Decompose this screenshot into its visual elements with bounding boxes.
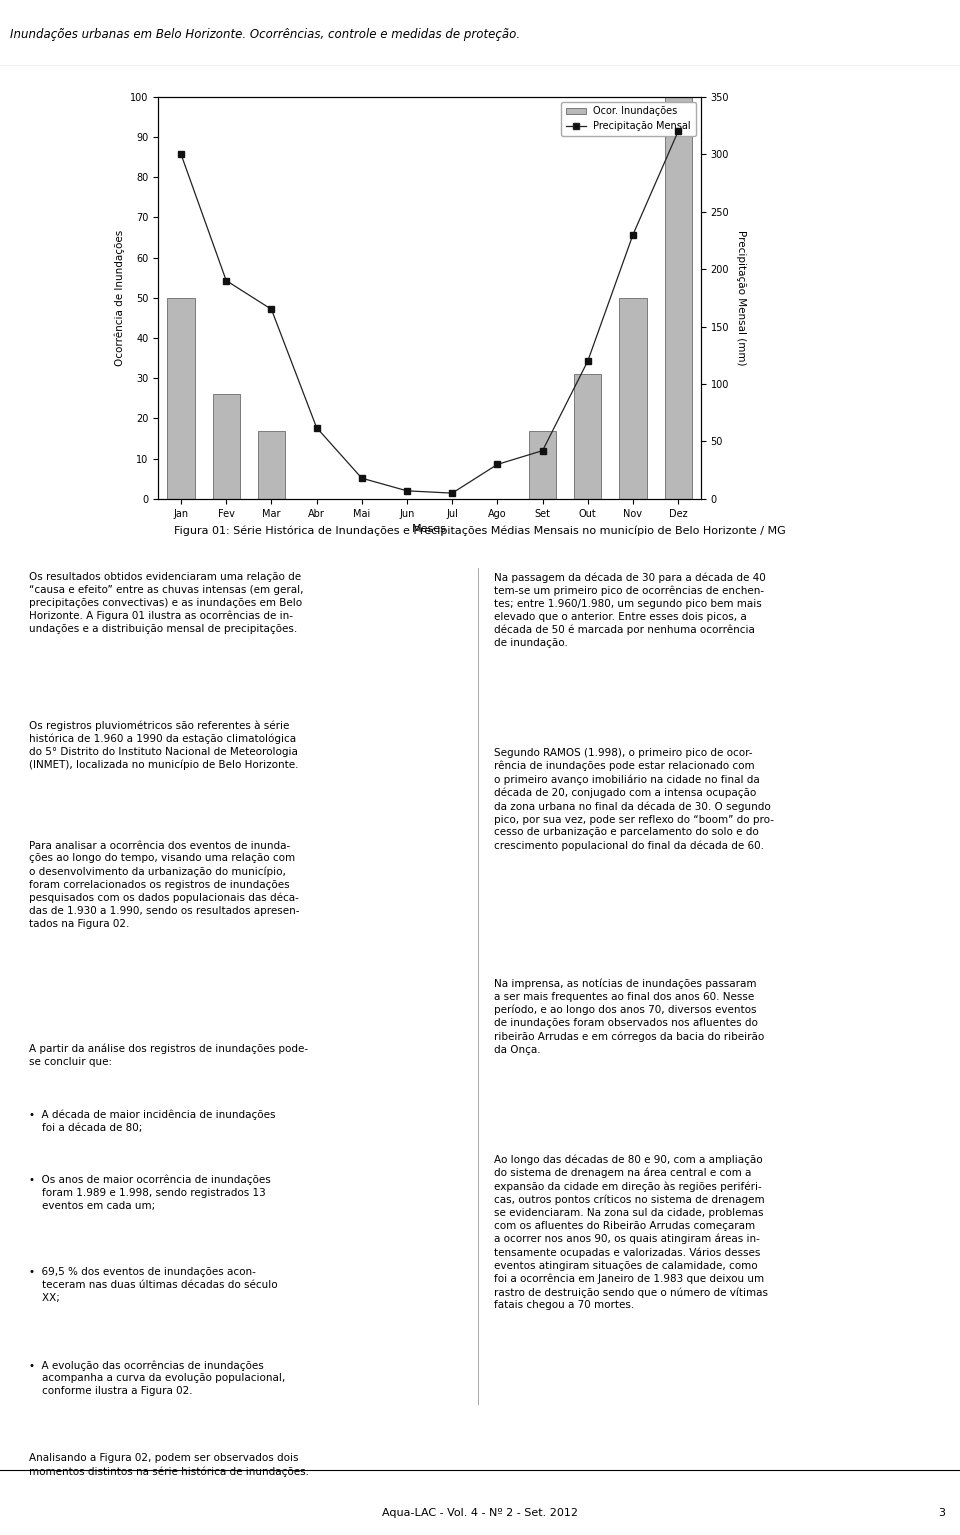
Text: Na passagem da década de 30 para a década de 40
tem-se um primeiro pico de ocorr: Na passagem da década de 30 para a décad… [494, 573, 766, 648]
Text: Os resultados obtidos evidenciaram uma relação de
“causa e efeito” entre as chuv: Os resultados obtidos evidenciaram uma r… [29, 573, 303, 634]
Text: Os registros pluviométricos são referentes à série
histórica de 1.960 a 1990 da : Os registros pluviométricos são referent… [29, 720, 299, 771]
Text: Analisando a Figura 02, podem ser observados dois
momentos distintos na série hi: Analisando a Figura 02, podem ser observ… [29, 1454, 309, 1477]
Text: Para analisar a ocorrência dos eventos de inunda-
ções ao longo do tempo, visand: Para analisar a ocorrência dos eventos d… [29, 841, 300, 929]
Bar [258, 430, 285, 499]
Text: 3: 3 [939, 1507, 946, 1518]
Text: Aqua-LAC - Vol. 4 - Nº 2 - Set. 2012: Aqua-LAC - Vol. 4 - Nº 2 - Set. 2012 [382, 1507, 578, 1518]
Text: A partir da análise dos registros de inundações pode-
se concluir que:: A partir da análise dos registros de inu… [29, 1044, 308, 1067]
Text: •  A década de maior incidência de inundações
    foi a década de 80;: • A década de maior incidência de inunda… [29, 1110, 276, 1133]
Text: •  Os anos de maior ocorrência de inundações
    foram 1.989 e 1.998, sendo regi: • Os anos de maior ocorrência de inundaç… [29, 1174, 271, 1211]
Y-axis label: Ocorrência de Inundações: Ocorrência de Inundações [114, 230, 125, 365]
Bar [212, 394, 240, 499]
Text: Figura 01: Série Histórica de Inundações e Precipitações Médias Mensais no munic: Figura 01: Série Histórica de Inundações… [174, 525, 786, 536]
Bar [167, 298, 195, 499]
Y-axis label: Precipitação Mensal (mm): Precipitação Mensal (mm) [735, 230, 746, 365]
Bar [574, 375, 601, 499]
Text: Na imprensa, as notícias de inundações passaram
a ser mais frequentes ao final d: Na imprensa, as notícias de inundações p… [494, 979, 765, 1055]
Legend: Ocor. Inundações, Precipitação Mensal: Ocor. Inundações, Precipitação Mensal [562, 101, 696, 137]
Bar [529, 430, 556, 499]
Text: Inundações urbanas em Belo Horizonte. Ocorrências, controle e medidas de proteçã: Inundações urbanas em Belo Horizonte. Oc… [10, 28, 519, 41]
Bar [619, 298, 647, 499]
Bar [664, 0, 692, 499]
Text: Ao longo das décadas de 80 e 90, com a ampliação
do sistema de drenagem na área : Ao longo das décadas de 80 e 90, com a a… [494, 1154, 768, 1311]
X-axis label: Meses: Meses [412, 523, 447, 534]
Text: Segundo RAMOS (1.998), o primeiro pico de ocor-
rência de inundações pode estar : Segundo RAMOS (1.998), o primeiro pico d… [494, 748, 775, 850]
Text: •  A evolução das ocorrências de inundações
    acompanha a curva da evolução po: • A evolução das ocorrências de inundaçõ… [29, 1360, 285, 1397]
Text: •  69,5 % dos eventos de inundações acon-
    teceram nas duas últimas décadas d: • 69,5 % dos eventos de inundações acon-… [29, 1268, 277, 1303]
